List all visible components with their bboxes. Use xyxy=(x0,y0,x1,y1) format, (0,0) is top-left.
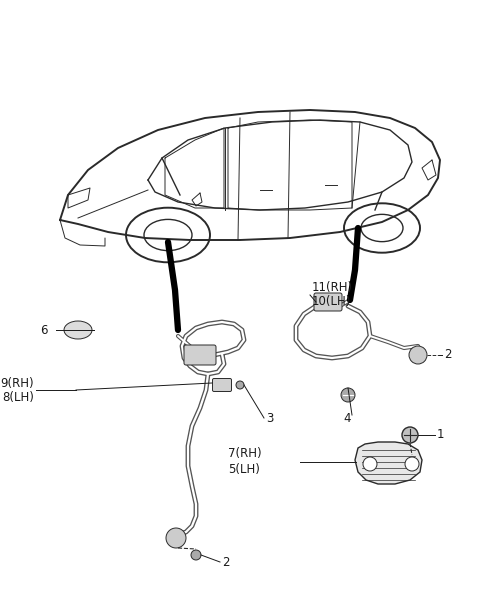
FancyBboxPatch shape xyxy=(184,345,216,365)
Text: 6: 6 xyxy=(40,324,48,336)
Text: 8(LH): 8(LH) xyxy=(2,390,34,403)
Text: 2: 2 xyxy=(222,555,229,568)
Polygon shape xyxy=(355,442,422,484)
Circle shape xyxy=(191,550,201,560)
Circle shape xyxy=(405,457,419,471)
Text: 9(RH): 9(RH) xyxy=(0,377,34,390)
Text: 11(RH): 11(RH) xyxy=(312,282,353,295)
Text: 7(RH): 7(RH) xyxy=(228,447,262,460)
Circle shape xyxy=(166,528,186,548)
Text: 2: 2 xyxy=(444,349,452,362)
Text: 4: 4 xyxy=(343,412,351,425)
Circle shape xyxy=(341,388,355,402)
Circle shape xyxy=(236,381,244,389)
Circle shape xyxy=(402,427,418,443)
Text: 3: 3 xyxy=(266,412,274,425)
Text: 1: 1 xyxy=(437,428,444,441)
Circle shape xyxy=(409,346,427,364)
Text: 10(LH): 10(LH) xyxy=(312,295,351,308)
Circle shape xyxy=(363,457,377,471)
FancyBboxPatch shape xyxy=(213,378,231,391)
FancyBboxPatch shape xyxy=(314,293,342,311)
Ellipse shape xyxy=(64,321,92,339)
Text: 5(LH): 5(LH) xyxy=(228,463,260,476)
